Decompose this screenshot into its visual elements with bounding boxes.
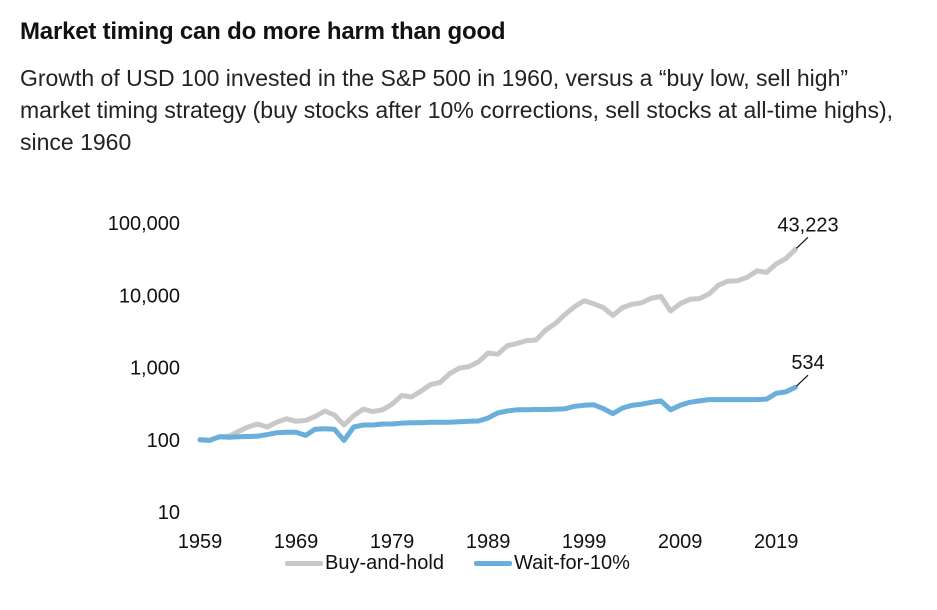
x-tick-label: 2009: [658, 531, 703, 553]
y-tick-label: 100,000: [108, 213, 180, 235]
end-label-leader: [795, 374, 809, 387]
x-tick-label: 1959: [178, 531, 223, 553]
x-axis-ticks: 1959 1969 1979 1989 1999 2009 2019: [178, 531, 799, 553]
x-tick-label: 1999: [562, 531, 607, 553]
end-label-leader: [795, 236, 809, 249]
x-tick-label: 1989: [466, 531, 511, 553]
legend-item-buy-and-hold: Buy-and-hold: [285, 552, 444, 575]
series-line-buy-and-hold: [197, 246, 798, 443]
y-tick-label: 1,000: [130, 358, 180, 380]
legend-item-wait-for-10: Wait-for-10%: [473, 552, 630, 575]
series-layer: [197, 246, 798, 443]
end-value-label: 534: [791, 352, 824, 374]
y-axis-ticks: 100,000 10,000 1,000 100 10: [108, 213, 180, 524]
legend-label-wait-for-10: Wait-for-10%: [513, 552, 630, 574]
x-tick-label: 1979: [370, 531, 415, 553]
y-tick-label: 10: [158, 502, 180, 524]
y-tick-label: 100: [147, 430, 180, 452]
chart-title: Market timing can do more harm than good: [20, 18, 506, 45]
end-value-label: 43,223: [777, 214, 838, 236]
series-line-wait-for-10: [197, 384, 798, 443]
legend-swatch-wait-for-10: [473, 561, 512, 566]
legend-swatch-buy-and-hold: [285, 561, 323, 566]
x-tick-label: 2019: [754, 531, 799, 553]
legend: Buy-and-hold Wait-for-10%: [285, 552, 652, 575]
y-tick-label: 10,000: [119, 285, 180, 307]
chart-subtitle: Growth of USD 100 invested in the S&P 50…: [20, 65, 894, 155]
end-labels: 43,223 534: [777, 214, 839, 387]
x-tick-label: 1969: [274, 531, 319, 553]
legend-label-buy-and-hold: Buy-and-hold: [325, 552, 444, 574]
